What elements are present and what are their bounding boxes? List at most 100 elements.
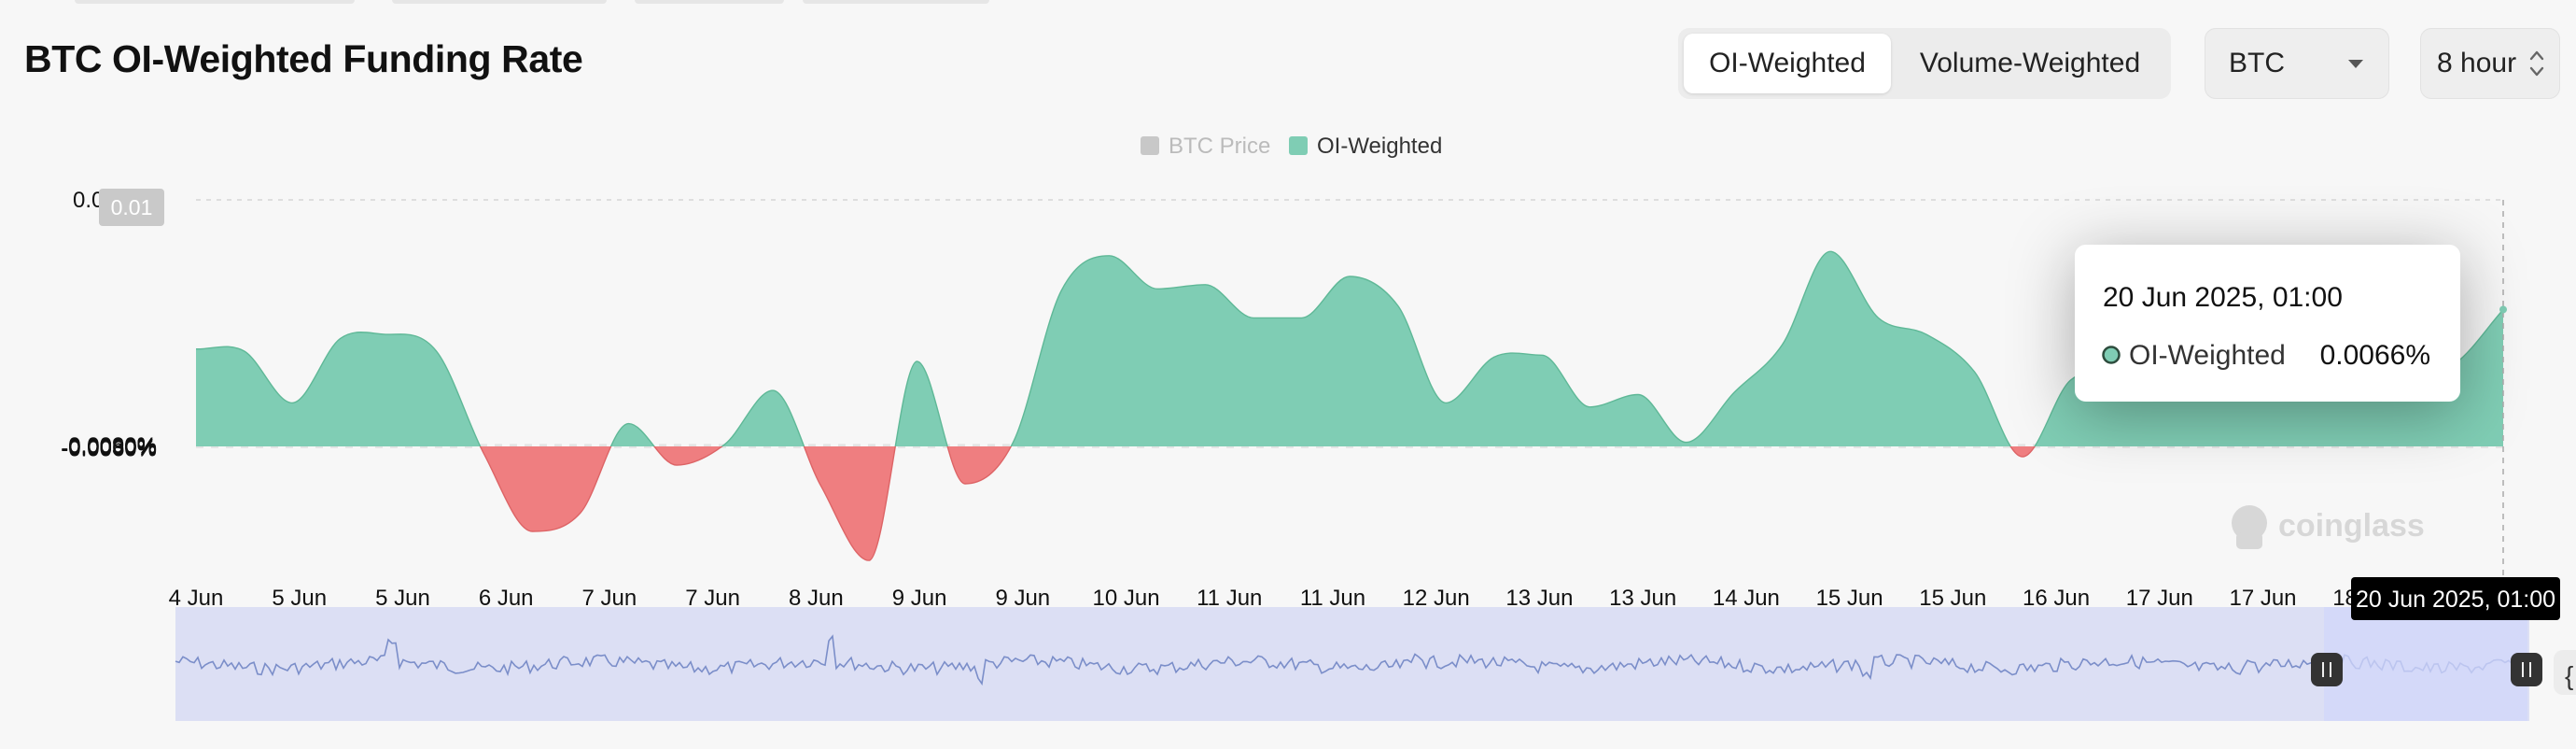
x-tick-label: 5 Jun [272,586,327,611]
axis-pointer-text: 20 Jun 2025, 01:00 [2356,586,2555,613]
watermark-text: coinglass [2278,508,2425,544]
y-tick-label: -0.0030% [61,436,157,461]
interval-select[interactable]: 8 hour [2420,28,2560,99]
y-top-tick-label: 0.0 [73,188,104,213]
legend-item-oi-weighted[interactable]: OI-Weighted [1289,134,1442,159]
tooltip-box [2075,245,2460,402]
y-tick-label: -0.0060% [61,436,157,461]
symbol-select-value: BTC [2229,48,2285,78]
brush-price-line [175,634,2528,686]
brush-background [175,607,2529,721]
x-tick-label: 16 Jun [2023,586,2090,611]
x-tick-label: 5 Jun [375,586,430,611]
data-point [1781,344,1783,346]
chart-legend: BTC Price OI-Weighted [1141,134,1442,159]
data-point [291,402,293,403]
positive-line [196,250,2504,446]
coinglass-watermark: coinglass [2232,505,2425,549]
tab-volume-weighted[interactable]: Volume-Weighted [1919,48,2141,78]
data-point [723,444,725,445]
x-tick-label: 11 Jun [1300,586,1365,611]
x-tick-label: 7 Jun [685,586,740,611]
data-point [435,350,437,352]
x-tick-label: 11 Jun [1197,586,1262,611]
data-point [1733,391,1735,393]
tooltip-series-marker [2102,346,2121,364]
y-tick-label: 0.0060% [68,434,157,459]
x-tick-label: 13 Jun [1609,586,1676,611]
legend-swatch-btc-price [1141,136,1159,155]
legend-label-btc-price: BTC Price [1169,134,1270,159]
data-point [772,389,774,391]
up-down-chevron-icon [2529,50,2544,77]
y-axis-pointer-badge: 0.01 [99,189,164,226]
data-point [483,454,485,456]
data-point [1396,304,1398,306]
oi-weighted-area-series [195,250,2504,561]
data-point [1012,441,1014,443]
data-point [1445,402,1447,403]
x-tick-label: 14 Jun [1713,586,1780,611]
data-point [1060,290,1062,291]
x-tick-label: 4 Jun [169,586,224,611]
data-point [819,485,821,487]
axis-pointer-label: 20 Jun 2025, 01:00 [2351,577,2560,620]
x-tick-label: 17 Jun [2126,586,2193,611]
legend-item-btc-price[interactable]: BTC Price [1141,134,1270,159]
x-tick-label: 7 Jun [582,586,637,611]
data-point [1829,250,1831,252]
tooltip-value: 0.0066% [2320,340,2430,371]
data-zoom-slider[interactable]: { [175,607,2576,721]
tooltip: 20 Jun 2025, 01:00 OI-Weighted 0.0066% [2075,245,2460,402]
x-tick-label: 8 Jun [789,586,844,611]
data-point [387,333,389,335]
x-tick-label: 15 Jun [1816,586,1883,611]
y-tick-label: 0% [124,435,157,460]
y-tick-label: 0.0090% [68,433,157,459]
x-tick-label: 17 Jun [2229,586,2296,611]
data-point [1204,284,1206,286]
data-point [1492,356,1494,358]
data-point [195,347,197,349]
brush-edge-tool[interactable]: { [2554,650,2576,695]
x-tick-label: 6 Jun [479,586,534,611]
hover-point-marker [2499,305,2507,314]
symbol-select[interactable]: BTC [2205,28,2389,99]
data-point [1589,406,1590,408]
data-point [868,559,870,561]
data-point [580,512,581,514]
brush-left-handle[interactable] [2311,653,2343,686]
data-point [1541,354,1543,356]
data-point [627,422,629,424]
data-point [1925,333,1927,335]
data-point [243,350,245,352]
brush-selection-window[interactable] [2324,607,2527,721]
data-point [1637,393,1639,395]
data-point [916,360,917,362]
data-point [1300,317,1302,318]
page-title: BTC OI-Weighted Funding Rate [24,37,583,80]
top-tab-strip [0,0,1027,7]
data-point [1253,317,1254,318]
data-point [1156,288,1158,290]
coinglass-logo-icon [2232,505,2267,549]
tooltip-date: 20 Jun 2025, 01:00 [2103,282,2343,313]
data-point [1973,371,1975,373]
code-braces-icon: { [2565,661,2573,690]
tab-oi-weighted[interactable]: OI-Weighted [1684,34,1891,93]
data-point [676,464,678,466]
data-point [1877,317,1879,318]
interval-select-value: 8 hour [2437,48,2517,78]
tooltip-series-name: OI-Weighted [2129,340,2286,371]
weighting-toggle: OI-Weighted Volume-Weighted [1678,28,2171,99]
positive-area [196,251,2503,446]
x-tick-label: 13 Jun [1505,586,1573,611]
y-axis-pointer-text: 0.01 [111,195,153,219]
data-point [339,337,341,339]
brush-right-handle[interactable] [2511,653,2542,686]
x-tick-label: 9 Jun [995,586,1050,611]
negative-line [479,446,2036,561]
x-axis: 4 Jun 5 Jun 5 Jun 6 Jun 7 Jun 7 Jun 8 Jun 9 Jun… [169,586,2483,611]
y-tick-label: 0.0030% [68,434,157,459]
